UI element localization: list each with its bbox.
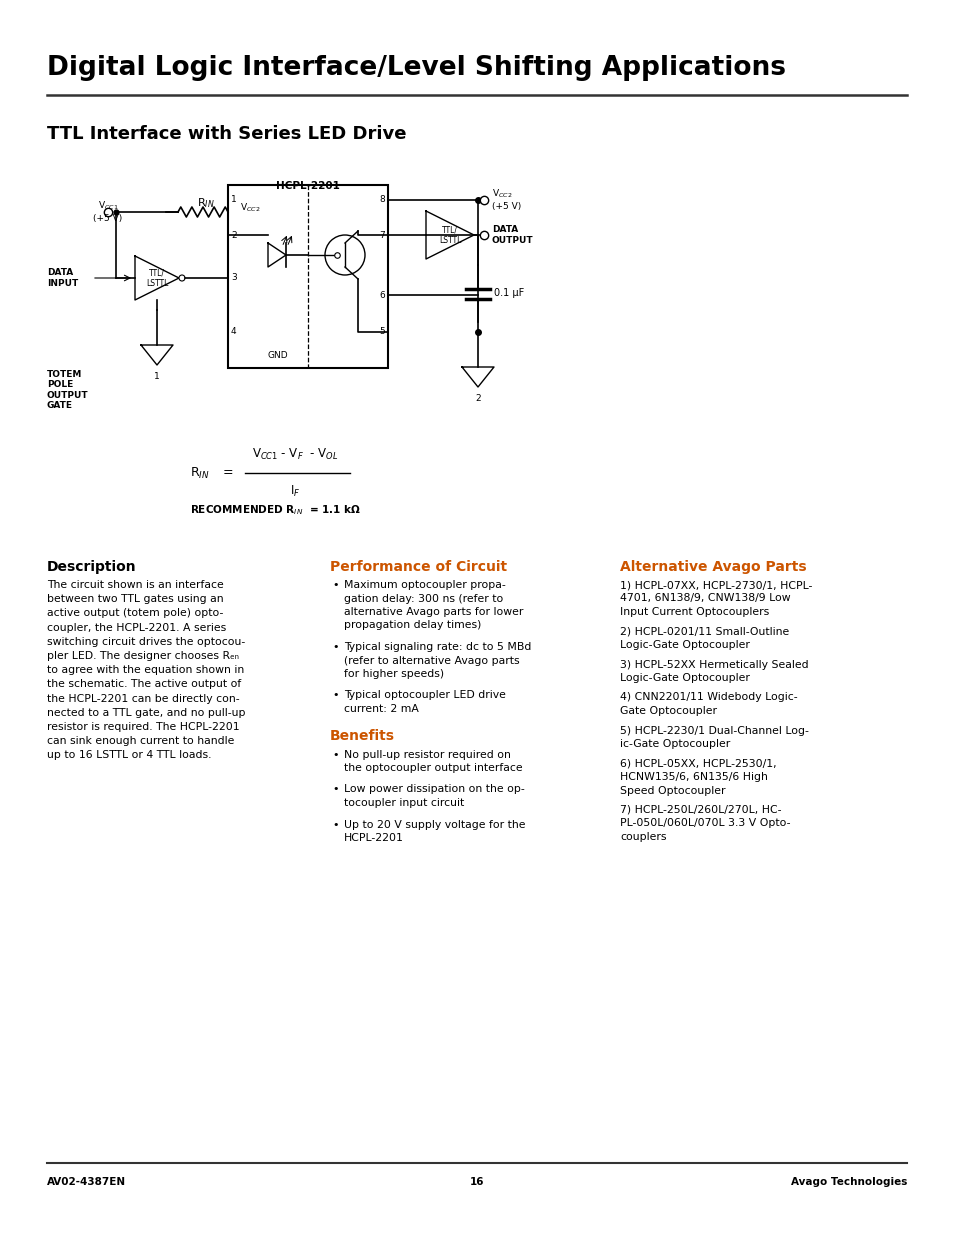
- Text: (refer to alternative Avago parts: (refer to alternative Avago parts: [344, 656, 519, 666]
- Text: 3: 3: [231, 273, 236, 283]
- Text: 7) HCPL-250L/260L/270L, HC-: 7) HCPL-250L/260L/270L, HC-: [619, 805, 781, 815]
- Text: active output (totem pole) opto-: active output (totem pole) opto-: [47, 609, 223, 619]
- Text: Low power dissipation on the op-: Low power dissipation on the op-: [344, 784, 524, 794]
- Text: can sink enough current to handle: can sink enough current to handle: [47, 736, 234, 746]
- Circle shape: [179, 275, 185, 282]
- Text: propagation delay times): propagation delay times): [344, 620, 481, 631]
- Text: DATA
INPUT: DATA INPUT: [47, 268, 78, 288]
- Text: 4701, 6N138/9, CNW138/9 Low: 4701, 6N138/9, CNW138/9 Low: [619, 594, 790, 604]
- Text: R$_{IN}$: R$_{IN}$: [190, 466, 210, 480]
- Text: •: •: [332, 784, 338, 794]
- Text: Logic-Gate Optocoupler: Logic-Gate Optocoupler: [619, 640, 749, 650]
- Text: •: •: [332, 580, 338, 590]
- Text: resistor is required. The HCPL-2201: resistor is required. The HCPL-2201: [47, 722, 239, 732]
- Text: the schematic. The active output of: the schematic. The active output of: [47, 679, 241, 689]
- Text: RECOMMENDED R$_{IN}$  = 1.1 kΩ: RECOMMENDED R$_{IN}$ = 1.1 kΩ: [190, 503, 360, 517]
- Text: TOTEM
POLE
OUTPUT
GATE: TOTEM POLE OUTPUT GATE: [47, 370, 89, 410]
- Text: Speed Optocoupler: Speed Optocoupler: [619, 785, 724, 795]
- Text: Logic-Gate Optocoupler: Logic-Gate Optocoupler: [619, 673, 749, 683]
- Text: 0.1 μF: 0.1 μF: [494, 289, 524, 299]
- Text: V$_{CC2}$
(+5 V): V$_{CC2}$ (+5 V): [492, 188, 520, 211]
- Text: HCNW135/6, 6N135/6 High: HCNW135/6, 6N135/6 High: [619, 772, 767, 782]
- Text: No pull-up resistor required on: No pull-up resistor required on: [344, 750, 511, 760]
- Text: Up to 20 V supply voltage for the: Up to 20 V supply voltage for the: [344, 820, 525, 830]
- Text: AV02-4387EN: AV02-4387EN: [47, 1177, 126, 1187]
- Text: TTL/
LSTTL: TTL/ LSTTL: [146, 268, 168, 288]
- Text: DATA
OUTPUT: DATA OUTPUT: [492, 225, 533, 245]
- Text: nected to a TTL gate, and no pull-up: nected to a TTL gate, and no pull-up: [47, 708, 245, 718]
- Text: switching circuit drives the optocou-: switching circuit drives the optocou-: [47, 637, 245, 647]
- Text: ic-Gate Optocoupler: ic-Gate Optocoupler: [619, 739, 729, 748]
- Text: 5) HCPL-2230/1 Dual-Channel Log-: 5) HCPL-2230/1 Dual-Channel Log-: [619, 725, 808, 736]
- Text: Avago Technologies: Avago Technologies: [790, 1177, 906, 1187]
- Text: 4) CNN2201/11 Widebody Logic-: 4) CNN2201/11 Widebody Logic-: [619, 693, 797, 703]
- Text: to agree with the equation shown in: to agree with the equation shown in: [47, 666, 244, 676]
- Text: up to 16 LSTTL or 4 TTL loads.: up to 16 LSTTL or 4 TTL loads.: [47, 751, 212, 761]
- Text: TTL/
LSTTL: TTL/ LSTTL: [438, 225, 460, 245]
- Text: GND: GND: [268, 352, 288, 361]
- Text: current: 2 mA: current: 2 mA: [344, 704, 418, 714]
- Bar: [228, 185, 388, 368]
- Text: 6) HCPL-05XX, HCPL-2530/1,: 6) HCPL-05XX, HCPL-2530/1,: [619, 758, 776, 768]
- Text: Alternative Avago Parts: Alternative Avago Parts: [619, 559, 806, 574]
- Text: 1: 1: [154, 372, 160, 382]
- Text: V$_{CC1}$
(+5 V): V$_{CC1}$ (+5 V): [93, 200, 123, 222]
- Text: Description: Description: [47, 559, 136, 574]
- Text: Digital Logic Interface/Level Shifting Applications: Digital Logic Interface/Level Shifting A…: [47, 56, 785, 82]
- Text: tocoupler input circuit: tocoupler input circuit: [344, 798, 464, 808]
- Text: Gate Optocoupler: Gate Optocoupler: [619, 706, 717, 716]
- Text: 5: 5: [379, 327, 385, 336]
- Text: •: •: [332, 820, 338, 830]
- Text: HCPL-2201: HCPL-2201: [275, 182, 339, 191]
- Text: alternative Avago parts for lower: alternative Avago parts for lower: [344, 606, 523, 618]
- Text: 2: 2: [475, 394, 480, 403]
- Text: Typical signaling rate: dc to 5 MBd: Typical signaling rate: dc to 5 MBd: [344, 642, 531, 652]
- Text: •: •: [332, 690, 338, 700]
- Text: •: •: [332, 642, 338, 652]
- Text: •: •: [332, 750, 338, 760]
- Text: pler LED. The designer chooses Rₑₙ: pler LED. The designer chooses Rₑₙ: [47, 651, 239, 661]
- Text: 4: 4: [231, 327, 236, 336]
- Text: 16: 16: [469, 1177, 484, 1187]
- Text: R$_{IN}$: R$_{IN}$: [197, 196, 214, 210]
- Text: I$_F$: I$_F$: [290, 484, 300, 499]
- Text: HCPL-2201: HCPL-2201: [344, 832, 403, 844]
- Text: Performance of Circuit: Performance of Circuit: [330, 559, 507, 574]
- Text: =: =: [223, 467, 233, 479]
- Text: Maximum optocoupler propa-: Maximum optocoupler propa-: [344, 580, 505, 590]
- Text: PL-050L/060L/070L 3.3 V Opto-: PL-050L/060L/070L 3.3 V Opto-: [619, 819, 790, 829]
- Text: Typical optocoupler LED drive: Typical optocoupler LED drive: [344, 690, 505, 700]
- Text: TTL Interface with Series LED Drive: TTL Interface with Series LED Drive: [47, 125, 406, 143]
- Text: 2: 2: [231, 231, 236, 240]
- Text: 2) HCPL-0201/11 Small-Outline: 2) HCPL-0201/11 Small-Outline: [619, 626, 788, 636]
- Text: The circuit shown is an interface: The circuit shown is an interface: [47, 580, 224, 590]
- Text: the HCPL-2201 can be directly con-: the HCPL-2201 can be directly con-: [47, 694, 239, 704]
- Text: 1: 1: [231, 195, 236, 205]
- Text: V$_{CC2}$: V$_{CC2}$: [239, 201, 260, 214]
- Text: V$_{CC1}$ - V$_F$  - V$_{OL}$: V$_{CC1}$ - V$_F$ - V$_{OL}$: [252, 447, 337, 462]
- Text: 1) HCPL-07XX, HCPL-2730/1, HCPL-: 1) HCPL-07XX, HCPL-2730/1, HCPL-: [619, 580, 812, 590]
- Text: coupler, the HCPL-2201. A series: coupler, the HCPL-2201. A series: [47, 622, 226, 632]
- Text: 7: 7: [379, 231, 385, 240]
- Text: 6: 6: [379, 290, 385, 300]
- Text: couplers: couplers: [619, 832, 666, 842]
- Text: Benefits: Benefits: [330, 730, 395, 743]
- Text: 3) HCPL-52XX Hermetically Sealed: 3) HCPL-52XX Hermetically Sealed: [619, 659, 808, 669]
- Text: 8: 8: [379, 195, 385, 205]
- Text: gation delay: 300 ns (refer to: gation delay: 300 ns (refer to: [344, 594, 503, 604]
- Text: Input Current Optocouplers: Input Current Optocouplers: [619, 606, 768, 618]
- Text: for higher speeds): for higher speeds): [344, 669, 444, 679]
- Text: between two TTL gates using an: between two TTL gates using an: [47, 594, 223, 604]
- Text: the optocoupler output interface: the optocoupler output interface: [344, 763, 522, 773]
